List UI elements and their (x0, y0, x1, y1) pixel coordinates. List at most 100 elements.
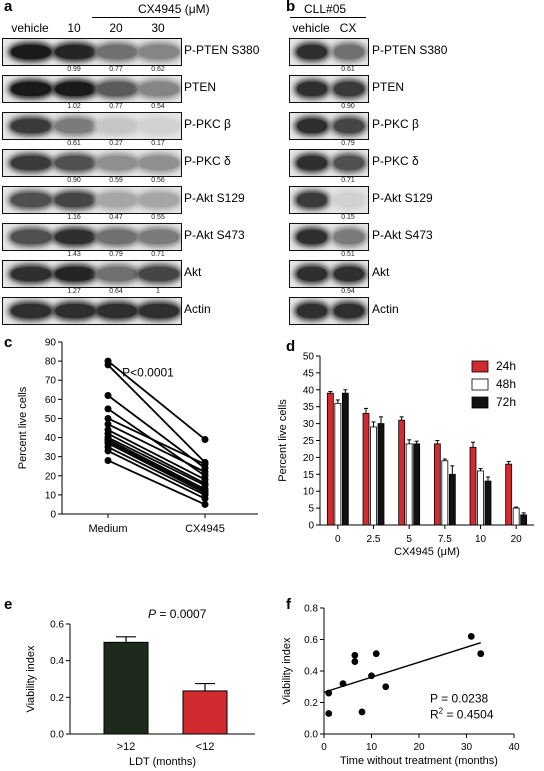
blot-band (334, 118, 364, 134)
bar-72h (520, 514, 528, 526)
data-point-cx4945 (201, 500, 209, 508)
blot-row-label: Akt (372, 265, 390, 279)
quant-value: 0.62 (151, 66, 165, 73)
quant-value: 0.61 (341, 66, 355, 73)
panel-c-chart: 0 10 20 30 40 50 60 70 80 90 Medium CX4945 Percent l… (17, 338, 258, 535)
paired-line (107, 438, 206, 490)
x-tick-label: 30 (461, 742, 473, 753)
stat-r-squared: R2 = 0.4504 (430, 706, 494, 721)
lane-label: 30 (151, 21, 165, 35)
blot-band (334, 44, 364, 60)
scatter-point (351, 658, 359, 665)
sample-bracket (290, 17, 366, 18)
blot-strip (2, 149, 182, 177)
blot-band (55, 44, 95, 60)
quant-value: 1.02 (67, 103, 81, 110)
panel-label-d: d (286, 338, 296, 355)
y-tick-label: 10 (45, 490, 57, 501)
bar-24h (433, 443, 441, 526)
x-tick-label: 2.5 (367, 534, 381, 545)
blot-strip (289, 260, 369, 288)
lane-label: vehicle (11, 21, 49, 35)
paired-line (107, 417, 206, 466)
y-tick-label: 30 (303, 419, 315, 430)
panel-d-chart: 0 5 10 15 20 25 30 35 40 45 50 0 2.5 5 7.5 10 20 CX4945 (… (277, 352, 534, 558)
blot-band (297, 118, 327, 134)
legend-label: 72h (496, 395, 516, 409)
x-tick-label: 10 (366, 742, 378, 753)
blot-band (297, 44, 327, 60)
y-axis-title: Viability index (281, 637, 293, 705)
paired-line (107, 450, 206, 500)
quant-value: 0.71 (341, 177, 355, 184)
blot-band (297, 192, 327, 208)
blot-row-label: P-PKC δ (372, 154, 419, 168)
blot-row-label: P-PKC β (372, 117, 419, 131)
data-point-cx4945 (201, 495, 209, 503)
blot-band (97, 118, 137, 134)
bar-72h (413, 443, 421, 526)
quant-value: 1 (156, 288, 160, 295)
y-tick-label: 20 (303, 453, 315, 464)
blot-band (97, 229, 137, 245)
y-tick-label: 0.0 (50, 730, 64, 741)
quant-value: 0.79 (109, 251, 123, 258)
blot-band (139, 44, 179, 60)
bar-48h (477, 470, 484, 526)
blot-band (297, 81, 327, 97)
blot-band (297, 303, 327, 319)
x-axis-title: LDT (months) (129, 756, 196, 768)
blot-strip (289, 297, 369, 325)
panel-f-chart: 0.0 0.2 0.4 0.6 0.8 0 10 20 30 40 Time without tre… (281, 604, 520, 768)
quant-value: 0.94 (341, 288, 355, 295)
blot-band (55, 192, 95, 208)
data-point-medium (104, 447, 112, 455)
quant-value: 0.90 (341, 103, 355, 110)
quant-value: 1.27 (67, 288, 81, 295)
bar-48h (405, 443, 413, 526)
x-tick-label: 5 (406, 534, 412, 545)
y-tick-label: 5 (308, 504, 314, 515)
bar-72h (341, 392, 349, 526)
blot-row-label: P-Akt S473 (184, 228, 245, 242)
blot-row-label: PTEN (372, 80, 405, 94)
y-tick-label: 0.6 (50, 620, 64, 631)
quant-value: 0.59 (109, 177, 123, 184)
y-tick-label: 60 (45, 395, 57, 406)
y-tick-label: 0 (308, 521, 314, 532)
blot-band (139, 81, 179, 97)
blot-band (334, 303, 364, 319)
blot-band (11, 118, 51, 134)
blot-row-label: P-PTEN S380 (184, 43, 260, 57)
blot-band (97, 155, 137, 171)
paired-line (107, 360, 206, 441)
data-point-medium (104, 420, 112, 428)
quant-value: 0.15 (341, 214, 355, 221)
y-tick-label: 0.2 (304, 698, 318, 709)
blot-band (334, 266, 364, 282)
y-axis-title: Percent live cells (277, 399, 289, 482)
blot-band (334, 192, 364, 208)
quant-value: 0.54 (151, 103, 165, 110)
blot-row-label: P-PKC δ (184, 154, 231, 168)
y-tick-label: 0.4 (304, 667, 318, 678)
blot-band (139, 266, 179, 282)
blot-row-label: P-PTEN S380 (372, 43, 448, 57)
blot-strip (2, 38, 182, 66)
y-tick-label: 25 (303, 436, 315, 447)
x-axis-title: CX4945 (μM) (394, 546, 460, 558)
blot-band (55, 81, 95, 97)
blot-strip (2, 223, 182, 251)
bar-48h (334, 402, 342, 526)
x-tick-label: 10 (475, 534, 487, 545)
y-tick-label: 0.0 (304, 730, 318, 741)
y-tick-label: 0.2 (50, 693, 64, 704)
y-tick-label: 40 (45, 433, 57, 444)
scatter-point (325, 689, 333, 697)
x-tick-label: 0 (335, 534, 341, 545)
x-tick-label: 0 (321, 742, 327, 753)
panel-label-a: a (4, 0, 13, 15)
legend-swatch (471, 360, 489, 373)
x-tick-label: <12 (196, 741, 215, 753)
blot-band (139, 229, 179, 245)
